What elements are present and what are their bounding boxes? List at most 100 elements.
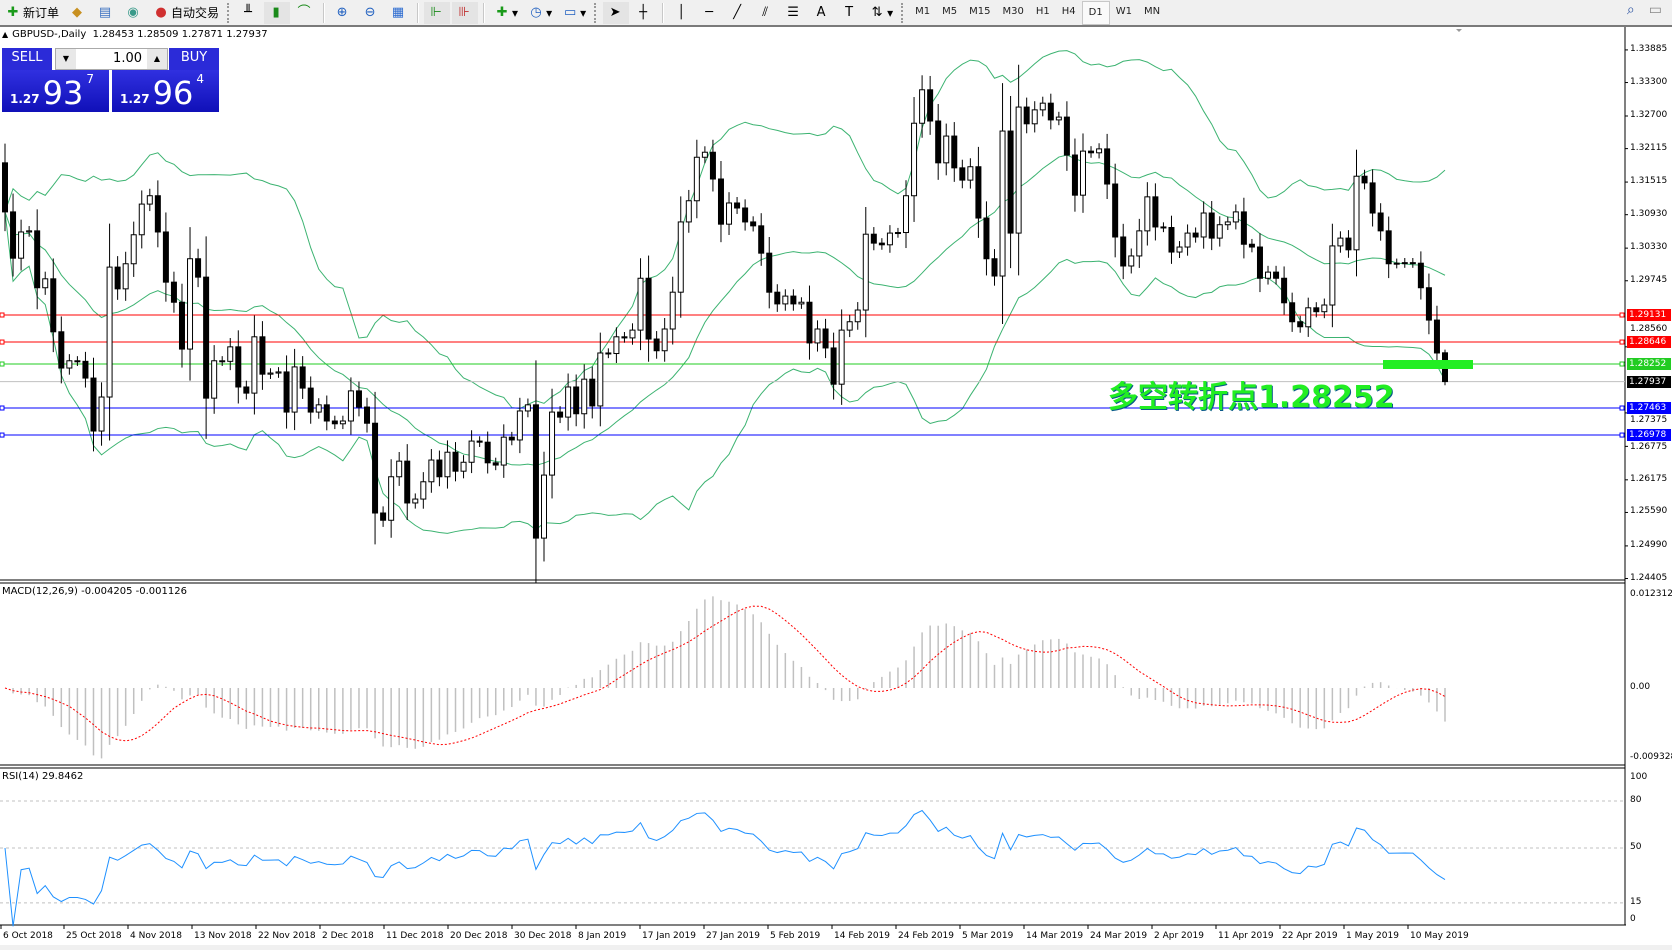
macd-label: MACD(12,26,9) -0.004205 -0.001126 bbox=[2, 586, 187, 597]
trendline-button[interactable]: ╱ bbox=[725, 2, 751, 24]
buy-price-button[interactable]: 1.27 96 4 bbox=[112, 70, 219, 112]
chat-icon[interactable]: ▭ bbox=[1648, 2, 1662, 18]
sell-price-button[interactable]: 1.27 93 7 bbox=[2, 70, 109, 112]
sell-price-pips: 93 bbox=[42, 74, 84, 112]
bullish-candle bbox=[516, 410, 523, 441]
new-order-button[interactable]: ✚ 新订单 bbox=[1, 2, 63, 24]
timeframe-mn-button[interactable]: MN bbox=[1143, 5, 1161, 17]
fibonacci-button[interactable]: ☰ bbox=[781, 2, 807, 24]
rsi-line bbox=[4, 809, 1446, 927]
tile-icon: ▦ bbox=[391, 4, 405, 20]
toolbar-grip[interactable] bbox=[594, 2, 599, 23]
timeframe-w1-button[interactable]: W1 bbox=[1115, 5, 1132, 17]
date-tick-label: 5 Mar 2019 bbox=[962, 931, 1014, 941]
chart-header: ▲ GBPUSD-,Daily 1.28453 1.28509 1.27871 1… bbox=[2, 29, 268, 40]
sell-button[interactable]: SELL bbox=[2, 48, 52, 71]
chart-shift-button[interactable]: ⊪ bbox=[452, 1, 479, 24]
zoom-out-button[interactable]: ⊖ bbox=[358, 2, 384, 24]
lot-decrease-icon[interactable]: ▼ bbox=[56, 49, 76, 69]
divider bbox=[662, 2, 665, 23]
collapse-triangle-icon[interactable]: ▲ bbox=[2, 30, 9, 39]
bullish-candle bbox=[1176, 246, 1183, 253]
bearish-candle bbox=[532, 404, 539, 539]
buy-button[interactable]: BUY bbox=[169, 48, 219, 71]
date-tick-label: 13 Nov 2018 bbox=[194, 931, 252, 941]
options-button[interactable]: ▤ bbox=[93, 2, 119, 24]
turning-point-annotation[interactable]: 多空转折点1.28252 bbox=[1108, 380, 1395, 415]
bullish-candle bbox=[1305, 307, 1312, 328]
bearish-candle bbox=[235, 346, 242, 388]
date-tick-label: 4 Nov 2018 bbox=[130, 931, 182, 941]
timeframe-h1-button[interactable]: H1 bbox=[1035, 5, 1050, 17]
lot-size-value[interactable]: 1.00 bbox=[113, 51, 142, 66]
bearish-candle bbox=[355, 390, 362, 408]
divider bbox=[323, 2, 326, 23]
candlestick-button[interactable]: ▮ bbox=[264, 1, 291, 24]
macd-tick-label: 0.00 bbox=[1630, 682, 1651, 692]
bullish-candle bbox=[1055, 116, 1062, 121]
bullish-candle bbox=[597, 352, 604, 407]
bullish-candle bbox=[339, 420, 346, 425]
equidistant-channel-button[interactable]: ⫽ bbox=[753, 2, 779, 24]
bullish-candle bbox=[782, 295, 789, 305]
history-center-button[interactable]: ◆ bbox=[65, 2, 91, 24]
timeframe-m5-button[interactable]: M5 bbox=[942, 5, 958, 17]
horizontal-line-button[interactable]: ─ bbox=[697, 2, 723, 24]
vertical-line-button[interactable]: │ bbox=[669, 2, 695, 24]
search-icon[interactable]: ⌕ bbox=[1626, 2, 1635, 18]
lot-increase-icon[interactable]: ▲ bbox=[147, 49, 167, 69]
arrows-button[interactable]: ⇅ ▾ bbox=[865, 2, 897, 24]
chart-canvas[interactable] bbox=[0, 27, 1672, 950]
timeframe-d1-button[interactable]: D1 bbox=[1081, 0, 1110, 25]
auto-scroll-button[interactable]: ⊩ bbox=[424, 1, 451, 24]
price-tick-label: 1.30930 bbox=[1630, 208, 1668, 219]
timeframe-m1-button[interactable]: M1 bbox=[915, 5, 931, 17]
cursor-arrow-icon: ➤ bbox=[609, 4, 621, 20]
text-label-button[interactable]: T bbox=[837, 2, 863, 24]
text-label-icon: T bbox=[845, 4, 854, 20]
bearish-candle bbox=[82, 360, 89, 379]
indicators-button[interactable]: ✚ ▾ bbox=[490, 2, 522, 24]
bullish-candle bbox=[1329, 245, 1336, 306]
zoom-in-icon: ⊕ bbox=[336, 4, 348, 20]
bar-chart-button[interactable]: ╨ bbox=[236, 2, 262, 24]
buy-price-row: 1.27 96 4 bbox=[120, 70, 204, 112]
line-chart-button[interactable]: ⌒ bbox=[292, 2, 318, 24]
bullish-candle bbox=[549, 411, 556, 476]
bullish-candle bbox=[444, 451, 451, 478]
level-handle-icon bbox=[1619, 361, 1625, 367]
bearish-candle bbox=[243, 386, 250, 394]
tile-windows-button[interactable]: ▦ bbox=[386, 2, 412, 24]
templates-button[interactable]: ▭ ▾ bbox=[563, 4, 587, 20]
bearish-candle bbox=[1369, 182, 1376, 214]
cursor-button[interactable]: ➤ bbox=[603, 1, 630, 24]
bearish-candle bbox=[927, 89, 934, 122]
bullish-candle bbox=[1353, 175, 1360, 251]
bearish-candle bbox=[1063, 116, 1070, 156]
periods-button[interactable]: ◷ ▾ bbox=[524, 2, 556, 24]
sell-price-fraction: 7 bbox=[86, 72, 94, 86]
lot-size-input[interactable]: ▼ 1.00 ▲ bbox=[55, 48, 168, 70]
toolbar-grip[interactable] bbox=[901, 2, 906, 23]
bearish-candle bbox=[1160, 226, 1167, 229]
bullish-candle bbox=[227, 346, 234, 362]
crosshair-button[interactable]: ┼ bbox=[631, 2, 657, 24]
timeframe-h4-button[interactable]: H4 bbox=[1061, 5, 1076, 17]
toolbar-grip[interactable] bbox=[227, 2, 232, 23]
bearish-candle bbox=[50, 278, 57, 333]
rsi-tick-label: 100 bbox=[1630, 771, 1648, 782]
zoom-in-button[interactable]: ⊕ bbox=[330, 2, 356, 24]
date-tick-label: 30 Dec 2018 bbox=[514, 931, 572, 941]
text-button[interactable]: A bbox=[809, 2, 835, 24]
price-level-tag: 1.26978 bbox=[1627, 429, 1671, 442]
timeframe-m30-button[interactable]: M30 bbox=[1002, 5, 1024, 17]
bearish-candle bbox=[1047, 102, 1054, 121]
auto-trading-button[interactable]: ● 自动交易 bbox=[149, 2, 223, 24]
bearish-candle bbox=[645, 277, 652, 340]
bullish-candle bbox=[565, 386, 572, 418]
price-tick-label: 1.26775 bbox=[1630, 442, 1668, 453]
signals-button[interactable]: ◉ bbox=[121, 2, 147, 24]
divider bbox=[417, 2, 420, 23]
bearish-candle bbox=[1409, 262, 1416, 265]
timeframe-m15-button[interactable]: M15 bbox=[969, 5, 991, 17]
